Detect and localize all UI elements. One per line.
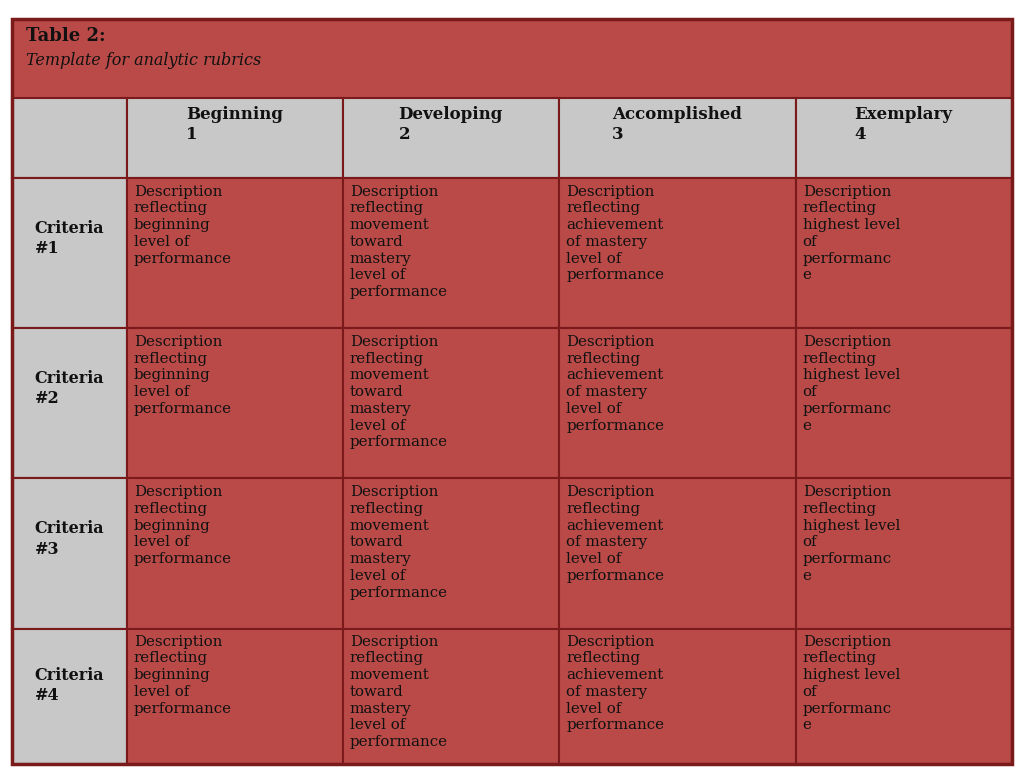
- Text: Description
reflecting
beginning
level of
performance: Description reflecting beginning level o…: [134, 335, 231, 416]
- Text: Developing
2: Developing 2: [398, 106, 503, 144]
- Text: Description
reflecting
achievement
of mastery
level of
performance: Description reflecting achievement of ma…: [566, 185, 665, 283]
- Text: Exemplary
4: Exemplary 4: [855, 106, 952, 144]
- Bar: [127, 178, 343, 328]
- Bar: [559, 328, 796, 478]
- Bar: [12, 19, 1012, 98]
- Text: Description
reflecting
beginning
level of
performance: Description reflecting beginning level o…: [134, 634, 231, 716]
- Bar: [559, 178, 796, 328]
- Bar: [559, 98, 796, 178]
- Text: Description
reflecting
highest level
of
performanc
e: Description reflecting highest level of …: [803, 634, 900, 733]
- Bar: [12, 328, 127, 478]
- Text: Beginning
1: Beginning 1: [186, 106, 283, 144]
- Text: Description
reflecting
movement
toward
mastery
level of
performance: Description reflecting movement toward m…: [350, 185, 447, 300]
- Bar: [343, 328, 559, 478]
- Bar: [796, 328, 1012, 478]
- Bar: [343, 178, 559, 328]
- Text: Table 2:: Table 2:: [26, 27, 105, 45]
- Bar: [796, 478, 1012, 628]
- Bar: [796, 178, 1012, 328]
- Bar: [559, 628, 796, 764]
- Text: Description
reflecting
highest level
of
performanc
e: Description reflecting highest level of …: [803, 485, 900, 583]
- Text: Criteria
#2: Criteria #2: [35, 370, 104, 408]
- Text: Description
reflecting
beginning
level of
performance: Description reflecting beginning level o…: [134, 485, 231, 566]
- Text: Criteria
#1: Criteria #1: [35, 220, 104, 257]
- Bar: [796, 98, 1012, 178]
- Bar: [127, 98, 343, 178]
- Text: Description
reflecting
highest level
of
performanc
e: Description reflecting highest level of …: [803, 185, 900, 283]
- Text: Description
reflecting
achievement
of mastery
level of
performance: Description reflecting achievement of ma…: [566, 485, 665, 583]
- Bar: [12, 98, 127, 178]
- Text: Criteria
#4: Criteria #4: [35, 667, 104, 703]
- Text: Description
reflecting
movement
toward
mastery
level of
performance: Description reflecting movement toward m…: [350, 335, 447, 449]
- Bar: [127, 328, 343, 478]
- Text: Description
reflecting
movement
toward
mastery
level of
performance: Description reflecting movement toward m…: [350, 634, 447, 749]
- Bar: [796, 628, 1012, 764]
- Bar: [343, 478, 559, 628]
- Text: Description
reflecting
highest level
of
performanc
e: Description reflecting highest level of …: [803, 335, 900, 432]
- Bar: [12, 478, 127, 628]
- Text: Description
reflecting
achievement
of mastery
level of
performance: Description reflecting achievement of ma…: [566, 335, 665, 432]
- Bar: [343, 98, 559, 178]
- Text: Criteria
#3: Criteria #3: [35, 521, 104, 558]
- Bar: [12, 178, 127, 328]
- Bar: [343, 628, 559, 764]
- Bar: [559, 478, 796, 628]
- Text: Template for analytic rubrics: Template for analytic rubrics: [26, 52, 261, 69]
- Bar: [127, 628, 343, 764]
- Text: Description
reflecting
achievement
of mastery
level of
performance: Description reflecting achievement of ma…: [566, 634, 665, 733]
- Bar: [12, 628, 127, 764]
- Text: Description
reflecting
movement
toward
mastery
level of
performance: Description reflecting movement toward m…: [350, 485, 447, 600]
- Text: Accomplished
3: Accomplished 3: [612, 106, 742, 144]
- Bar: [127, 478, 343, 628]
- Text: Description
reflecting
beginning
level of
performance: Description reflecting beginning level o…: [134, 185, 231, 266]
